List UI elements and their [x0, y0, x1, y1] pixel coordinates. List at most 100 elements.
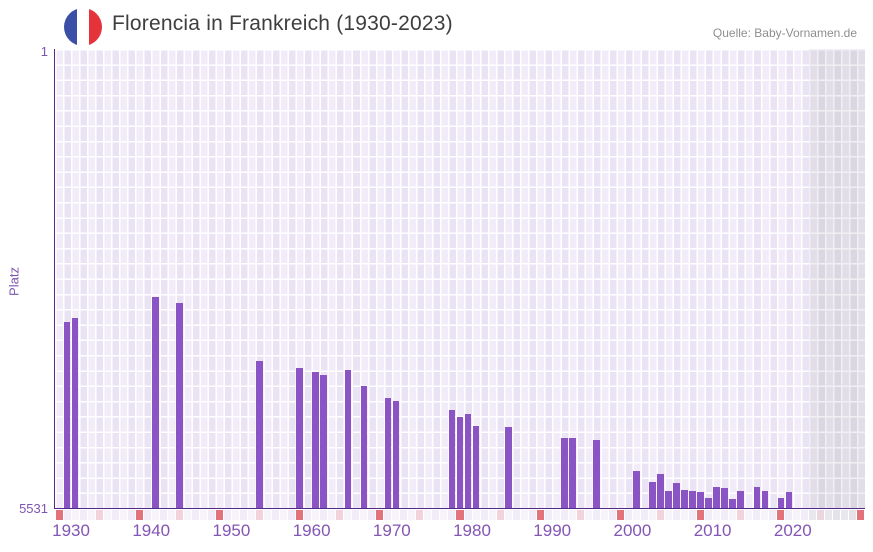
bar-1979[interactable] — [456, 417, 464, 508]
bar-1978[interactable] — [448, 409, 456, 508]
bar-2008[interactable] — [689, 490, 696, 508]
half-decade-marker-cell — [255, 509, 263, 520]
bar-2005[interactable] — [665, 490, 672, 508]
year-cell — [761, 509, 769, 520]
bar-2003[interactable] — [649, 481, 656, 508]
year-cell — [312, 509, 320, 520]
year-cell — [288, 509, 296, 520]
half-decade-marker-cell — [336, 509, 344, 520]
year-cell — [207, 509, 215, 520]
year-cell — [825, 509, 833, 520]
bar-2016[interactable] — [753, 487, 761, 508]
bar-2009[interactable] — [697, 492, 704, 508]
year-cell — [512, 509, 520, 520]
year-cell — [280, 509, 288, 520]
bar-2011[interactable] — [713, 487, 721, 508]
year-cell — [119, 509, 127, 520]
y-axis-tick-top: 1 — [40, 44, 48, 59]
year-cell — [745, 509, 753, 520]
bar-1980[interactable] — [464, 414, 472, 508]
year-cell — [159, 509, 167, 520]
bar-1931[interactable] — [71, 317, 79, 508]
bar-2019[interactable] — [777, 497, 785, 508]
year-cell — [584, 509, 592, 520]
year-cell — [769, 509, 777, 520]
source-attribution: Quelle: Baby-Vornamen.de — [712, 26, 857, 40]
decade-marker-cell — [376, 509, 384, 520]
year-cell — [721, 509, 729, 520]
y-axis-tick-bottom: 5531 — [19, 501, 48, 516]
year-cell — [705, 509, 713, 520]
bar-2010[interactable] — [705, 497, 712, 508]
year-cell — [785, 509, 793, 520]
year-cell — [151, 509, 159, 520]
year-cell — [392, 509, 400, 520]
year-cell — [320, 509, 328, 520]
year-cell — [368, 509, 376, 520]
year-cell — [408, 509, 416, 520]
x-axis-label-2000: 2000 — [613, 521, 652, 540]
decade-marker-cell — [456, 509, 464, 520]
year-cell — [592, 509, 600, 520]
bar-1967[interactable] — [360, 385, 368, 508]
flag-white-stripe — [76, 8, 90, 46]
bar-1996[interactable] — [593, 439, 600, 508]
year-cell — [488, 509, 496, 520]
decade-marker-cell — [777, 509, 785, 520]
year-cell — [833, 509, 841, 520]
bar-1930[interactable] — [63, 322, 71, 508]
year-cell — [665, 509, 673, 520]
bar-1962[interactable] — [320, 375, 328, 508]
year-cell — [809, 509, 817, 520]
year-cell — [600, 509, 608, 520]
year-cell — [167, 509, 175, 520]
year-cell — [352, 509, 360, 520]
x-axis-label-1970: 1970 — [372, 521, 411, 540]
plot-area — [53, 49, 865, 510]
year-tick-strip — [55, 509, 865, 520]
year-cell — [648, 509, 656, 520]
future-years-region — [808, 49, 865, 508]
bar-1970[interactable] — [384, 397, 392, 508]
bar-2004[interactable] — [657, 473, 664, 508]
x-axis-label-1960: 1960 — [292, 521, 331, 540]
bar-2007[interactable] — [681, 490, 688, 508]
flag-red-stripe — [89, 8, 102, 46]
half-decade-marker-cell — [95, 509, 103, 520]
bar-2006[interactable] — [673, 483, 680, 508]
bar-2012[interactable] — [721, 488, 729, 508]
x-axis-label-1990: 1990 — [533, 521, 572, 540]
half-decade-marker-cell — [737, 509, 745, 520]
bar-1959[interactable] — [296, 368, 303, 508]
bar-1985[interactable] — [504, 427, 512, 508]
year-cell — [239, 509, 247, 520]
bar-1961[interactable] — [312, 371, 320, 508]
bar-2001[interactable] — [633, 470, 640, 508]
year-cell — [640, 509, 648, 520]
half-decade-marker-cell — [817, 509, 825, 520]
x-axis-label-1930: 1930 — [52, 521, 90, 540]
bar-1941[interactable] — [152, 297, 159, 508]
bar-2020[interactable] — [785, 492, 793, 508]
x-axis-label-1950: 1950 — [212, 521, 251, 540]
decade-marker-cell — [296, 509, 304, 520]
year-cell — [520, 509, 528, 520]
half-decade-marker-cell — [656, 509, 664, 520]
bar-1993[interactable] — [569, 438, 576, 508]
bar-1954[interactable] — [256, 361, 263, 508]
bar-1981[interactable] — [472, 425, 480, 508]
year-cell — [560, 509, 568, 520]
y-axis-title: Platz — [6, 267, 22, 296]
bar-2013[interactable] — [729, 498, 737, 508]
year-cell — [264, 509, 272, 520]
bar-2017[interactable] — [761, 490, 769, 508]
decade-marker-cell — [135, 509, 143, 520]
bar-1971[interactable] — [392, 400, 400, 508]
bar-1992[interactable] — [561, 438, 568, 508]
bar-2014[interactable] — [737, 490, 745, 508]
year-cell — [400, 509, 408, 520]
year-cell — [223, 509, 231, 520]
bar-1944[interactable] — [176, 302, 183, 508]
year-cell — [432, 509, 440, 520]
bar-1965[interactable] — [344, 370, 352, 508]
